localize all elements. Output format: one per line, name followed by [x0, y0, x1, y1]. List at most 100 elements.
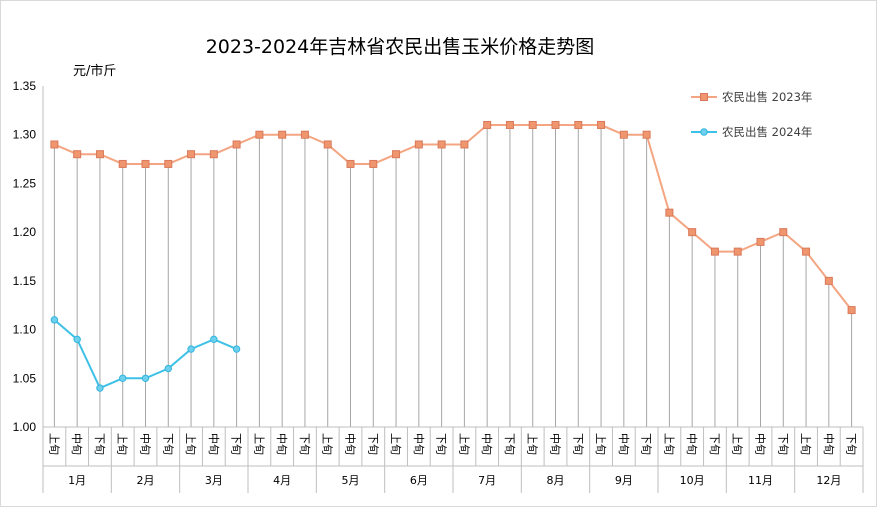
- x-tick-label: 下旬: [366, 433, 379, 455]
- data-point-2023: [802, 247, 811, 256]
- data-point-2023: [300, 130, 309, 139]
- data-point-2024: [119, 374, 127, 382]
- legend-label: 农民出售 2024年: [722, 125, 812, 139]
- y-axis-unit-label: 元/市斤: [73, 63, 116, 79]
- y-tick-label: 1.35: [13, 79, 37, 93]
- x-tick-label: 中旬: [275, 433, 288, 455]
- x-tick-label: 中旬: [685, 433, 698, 455]
- x-tick-label: 中旬: [754, 433, 767, 455]
- data-point-2023: [164, 159, 173, 168]
- grid-layer: [53, 124, 853, 427]
- x-tick-label: 下旬: [845, 433, 858, 455]
- y-tick-label: 1.15: [13, 274, 37, 288]
- y-tick-label: 1.00: [13, 420, 37, 434]
- data-point-2023: [414, 140, 423, 149]
- x-tick-label: 上旬: [252, 433, 265, 455]
- x-tick-label: 上旬: [662, 433, 675, 455]
- month-label: 10月: [680, 474, 705, 487]
- data-point-2023: [665, 208, 674, 217]
- x-tick-label: 下旬: [640, 433, 653, 455]
- y-tick-label: 1.30: [13, 128, 37, 142]
- x-tick-label: 上旬: [526, 433, 539, 455]
- x-tick-label: 下旬: [503, 433, 516, 455]
- data-point-2023: [528, 120, 537, 129]
- data-point-2023: [733, 247, 742, 256]
- data-point-2023: [824, 276, 833, 285]
- x-tick-label: 上旬: [184, 433, 197, 455]
- data-point-2024: [164, 364, 172, 373]
- data-point-2023: [460, 140, 469, 149]
- legend-swatch-marker: [700, 128, 708, 136]
- data-point-2023: [323, 140, 332, 149]
- data-point-2023: [141, 159, 150, 168]
- x-tick-label: 下旬: [776, 433, 789, 455]
- month-label: 7月: [478, 474, 496, 487]
- y-tick-label: 1.10: [13, 323, 37, 337]
- data-point-2024: [73, 335, 81, 344]
- series-layer: [50, 120, 856, 392]
- data-point-2023: [73, 150, 82, 159]
- x-tick-label: 上旬: [116, 433, 129, 455]
- x-tick-label: 中旬: [70, 433, 83, 455]
- data-point-2023: [619, 130, 628, 139]
- data-point-2023: [346, 159, 355, 168]
- data-point-2023: [688, 228, 697, 237]
- x-tick-label: 上旬: [47, 433, 60, 455]
- x-tick-label: 中旬: [412, 433, 425, 455]
- x-tick-label: 中旬: [207, 433, 220, 455]
- legend-label: 农民出售 2023年: [722, 90, 812, 104]
- x-tick-label: 中旬: [139, 433, 152, 455]
- x-tick-label: 下旬: [571, 433, 584, 455]
- x-tick-label: 下旬: [708, 433, 721, 455]
- data-point-2023: [756, 237, 765, 246]
- data-point-2023: [779, 228, 788, 237]
- data-point-2023: [255, 130, 264, 139]
- data-point-2023: [483, 120, 492, 129]
- month-label: 12月: [816, 474, 841, 487]
- data-point-2023: [278, 130, 287, 139]
- data-point-2023: [437, 140, 446, 149]
- data-point-2023: [597, 120, 606, 129]
- chart-title: 2023-2024年吉林省农民出售玉米价格走势图: [206, 36, 595, 58]
- month-label: 11月: [748, 474, 773, 487]
- x-tick-label: 中旬: [344, 433, 357, 455]
- data-point-2024: [141, 374, 150, 382]
- data-point-2023: [574, 120, 583, 129]
- data-point-2023: [551, 120, 560, 129]
- data-point-2023: [392, 150, 401, 159]
- y-tick-label: 1.20: [13, 225, 37, 239]
- x-tick-label: 中旬: [822, 433, 835, 455]
- y-tick-label: 1.25: [13, 176, 37, 190]
- series-line-2023: [53, 123, 853, 311]
- x-tick-label: 中旬: [480, 433, 493, 455]
- data-point-2023: [95, 150, 104, 159]
- data-point-2023: [847, 306, 856, 315]
- x-tick-label: 下旬: [93, 433, 106, 455]
- data-point-2023: [50, 140, 59, 149]
- x-tick-label: 上旬: [799, 433, 812, 455]
- data-point-2023: [118, 159, 127, 168]
- data-point-2024: [187, 345, 195, 353]
- x-tick-label: 下旬: [161, 433, 174, 455]
- x-tick-label: 上旬: [731, 433, 744, 455]
- month-label: 2月: [137, 474, 155, 487]
- x-tick-label: 上旬: [321, 433, 334, 455]
- month-label: 4月: [273, 474, 291, 487]
- x-tick-label: 上旬: [389, 433, 402, 455]
- data-point-2023: [209, 150, 218, 159]
- data-point-2023: [232, 140, 241, 149]
- x-tick-label: 中旬: [549, 433, 562, 455]
- x-tick-label: 下旬: [230, 433, 243, 455]
- x-tick-label: 下旬: [298, 433, 311, 455]
- data-point-2024: [210, 335, 218, 344]
- y-tick-label: 1.05: [13, 371, 37, 385]
- x-tick-label: 上旬: [594, 433, 607, 455]
- month-label: 5月: [342, 474, 360, 487]
- month-label: 9月: [615, 474, 633, 487]
- x-tick-label: 下旬: [435, 433, 448, 455]
- month-label: 6月: [410, 474, 428, 487]
- data-point-2023: [505, 120, 514, 129]
